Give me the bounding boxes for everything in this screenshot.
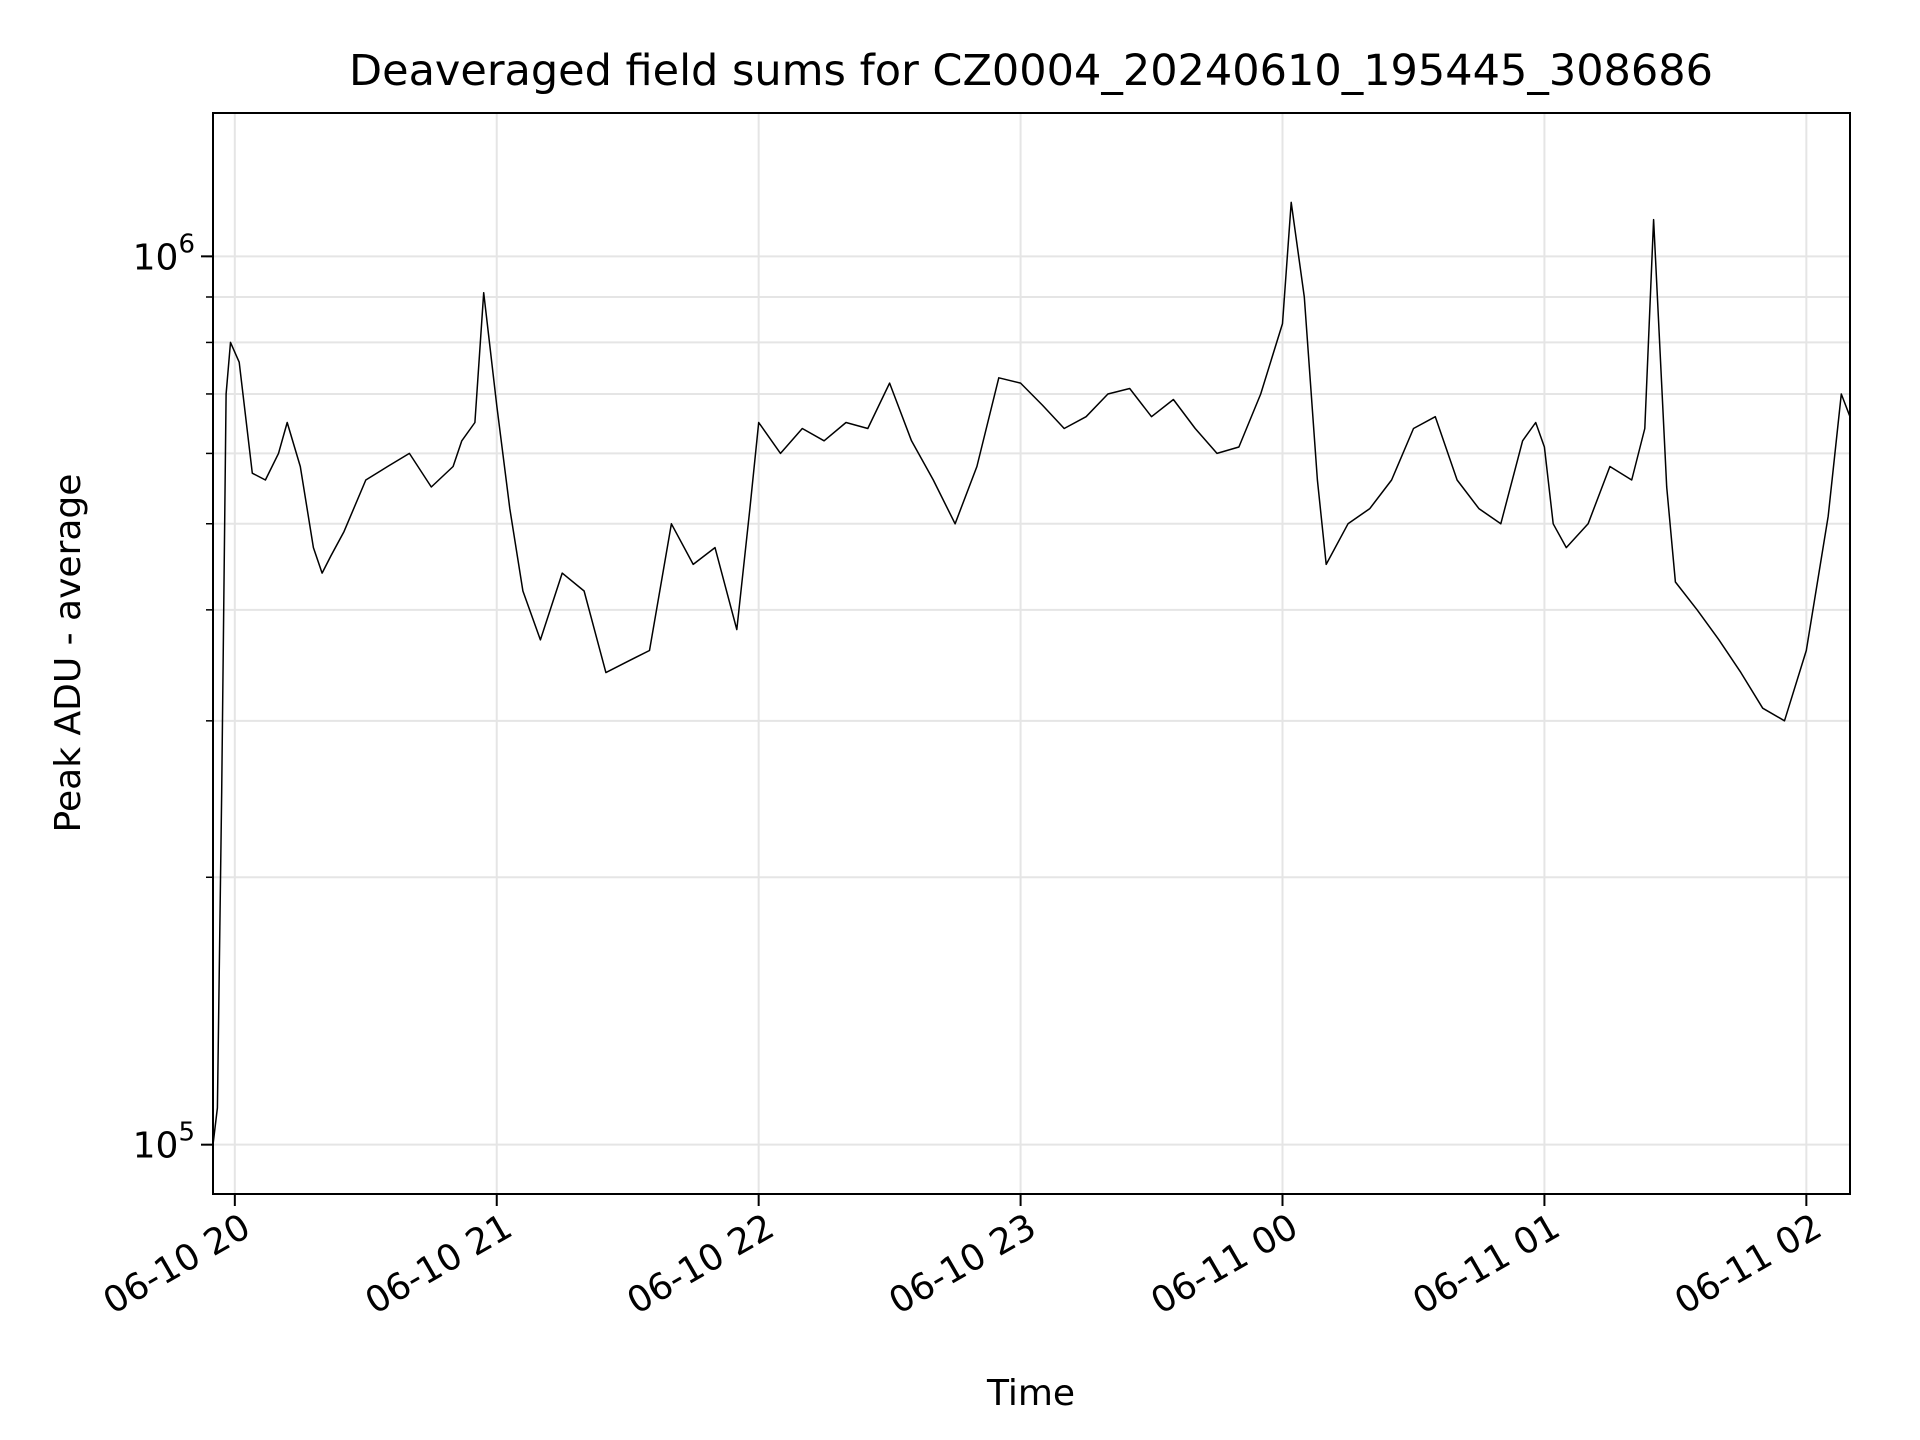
plot-frame [212,112,1851,1195]
series-line [212,201,1851,1145]
x-axis-label: Time [986,1373,1075,1414]
series-layer [212,201,1851,1145]
grid [213,113,1850,1194]
y-axis-label: Peak ADU - average [48,474,89,833]
chart-title: Deaveraged field sums for CZ0004_2024061… [349,46,1713,96]
